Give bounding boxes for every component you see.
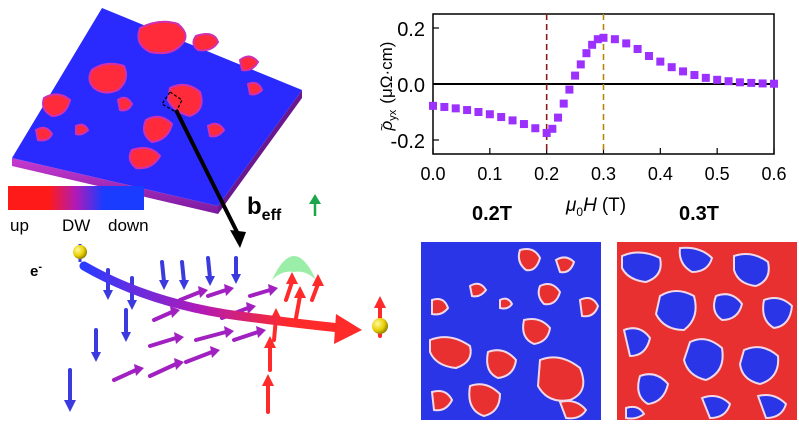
zoom-connector-head bbox=[230, 230, 246, 248]
data-markers bbox=[429, 33, 778, 137]
data-point bbox=[588, 40, 597, 49]
data-point bbox=[633, 45, 642, 53]
b-eff-lobe bbox=[272, 256, 316, 280]
data-point bbox=[548, 124, 557, 133]
data-point bbox=[747, 78, 756, 87]
chart-area: 0.2 0.0 -0.2 0.0 0.1 0.2 0.3 0.4 0.5 0.6 ρyx (μΩ·… bbox=[374, 13, 787, 219]
data-point bbox=[593, 35, 602, 44]
data-point bbox=[576, 60, 585, 69]
electron-left bbox=[73, 245, 87, 259]
x-tick-label: 0.5 bbox=[705, 164, 730, 184]
legend-label-up: up bbox=[10, 216, 29, 235]
data-point bbox=[679, 67, 688, 76]
plate-top bbox=[12, 8, 302, 206]
b-eff-main: b bbox=[247, 193, 262, 220]
data-point bbox=[622, 39, 631, 48]
domain-image-03 bbox=[617, 242, 797, 420]
ylabel-rho: ρ bbox=[377, 120, 396, 131]
ylabel-tilde: ~ bbox=[374, 123, 389, 131]
data-point bbox=[440, 102, 449, 111]
y-tick-label: 0.0 bbox=[397, 75, 425, 97]
color-legend: up DW down bbox=[8, 186, 149, 235]
data-point bbox=[735, 78, 744, 87]
electron-right bbox=[372, 318, 388, 334]
data-point bbox=[485, 110, 494, 119]
b-eff-sub: eff bbox=[262, 207, 282, 224]
legend-label-dw: DW bbox=[62, 216, 90, 235]
plate-side-right bbox=[218, 90, 302, 214]
data-point bbox=[610, 35, 619, 44]
x-tick-label: 0.2 bbox=[534, 164, 559, 184]
data-point bbox=[474, 108, 483, 116]
data-point bbox=[559, 99, 568, 108]
data-point bbox=[429, 101, 437, 110]
b-eff-label: beff bbox=[247, 193, 321, 224]
spin-texture: e- bbox=[30, 244, 388, 414]
data-point bbox=[571, 71, 580, 80]
data-point bbox=[497, 113, 506, 122]
ylabel-unit: (μΩ·cm) bbox=[377, 42, 396, 104]
electron-label: e- bbox=[30, 261, 42, 280]
data-point bbox=[463, 106, 472, 115]
spin-arrows bbox=[64, 256, 386, 414]
data-point bbox=[701, 73, 710, 82]
data-point bbox=[582, 49, 591, 58]
data-point bbox=[542, 129, 551, 137]
b-eff-arrow-head bbox=[309, 194, 321, 204]
domain-image-02 bbox=[421, 242, 601, 420]
zoom-connector-line bbox=[174, 109, 240, 235]
svg-text:ρyx(μΩ·cm): ρyx (μΩ·cm) bbox=[377, 42, 399, 132]
x-tick-label: 0.0 bbox=[420, 164, 445, 184]
data-point bbox=[713, 75, 722, 84]
data-point bbox=[519, 120, 528, 129]
x-tick-label: 0.6 bbox=[761, 164, 786, 184]
x-tick-label: 0.4 bbox=[648, 164, 673, 184]
data-point bbox=[554, 113, 563, 122]
data-point bbox=[690, 71, 699, 80]
data-point bbox=[758, 79, 767, 88]
data-point bbox=[656, 57, 665, 66]
y-tick-label: -0.2 bbox=[391, 131, 425, 153]
data-point bbox=[508, 116, 517, 125]
legend-label-down: down bbox=[108, 216, 149, 235]
electron-trajectory bbox=[79, 261, 345, 333]
x-tick-label: 0.1 bbox=[477, 164, 502, 184]
data-point bbox=[531, 124, 540, 133]
field-label-03: 0.3T bbox=[679, 203, 719, 225]
plate-up-domains bbox=[34, 20, 264, 170]
svg-text:beff: beff bbox=[247, 193, 282, 224]
data-point bbox=[565, 85, 574, 94]
trajectory-head bbox=[334, 314, 362, 344]
field-label-02: 0.2T bbox=[472, 203, 512, 225]
data-point bbox=[451, 104, 460, 113]
y-axis-label: ρyx (μΩ·cm) bbox=[377, 42, 399, 132]
y-tick-label: 0.2 bbox=[397, 19, 425, 41]
data-point bbox=[770, 79, 778, 88]
x-axis-label: μ0H (T) bbox=[565, 195, 626, 219]
x-ticks: 0.0 0.1 0.2 0.3 0.4 0.5 0.6 bbox=[420, 148, 787, 184]
y-ticks: 0.2 0.0 -0.2 bbox=[391, 19, 439, 153]
data-point bbox=[644, 52, 653, 60]
legend-gradient-bar bbox=[8, 186, 144, 210]
ylabel-sub: yx bbox=[387, 109, 399, 121]
domain-plate bbox=[12, 8, 302, 214]
x-tick-label: 0.3 bbox=[591, 164, 616, 184]
data-point bbox=[599, 33, 608, 42]
data-point bbox=[724, 77, 733, 86]
data-point bbox=[667, 63, 676, 72]
